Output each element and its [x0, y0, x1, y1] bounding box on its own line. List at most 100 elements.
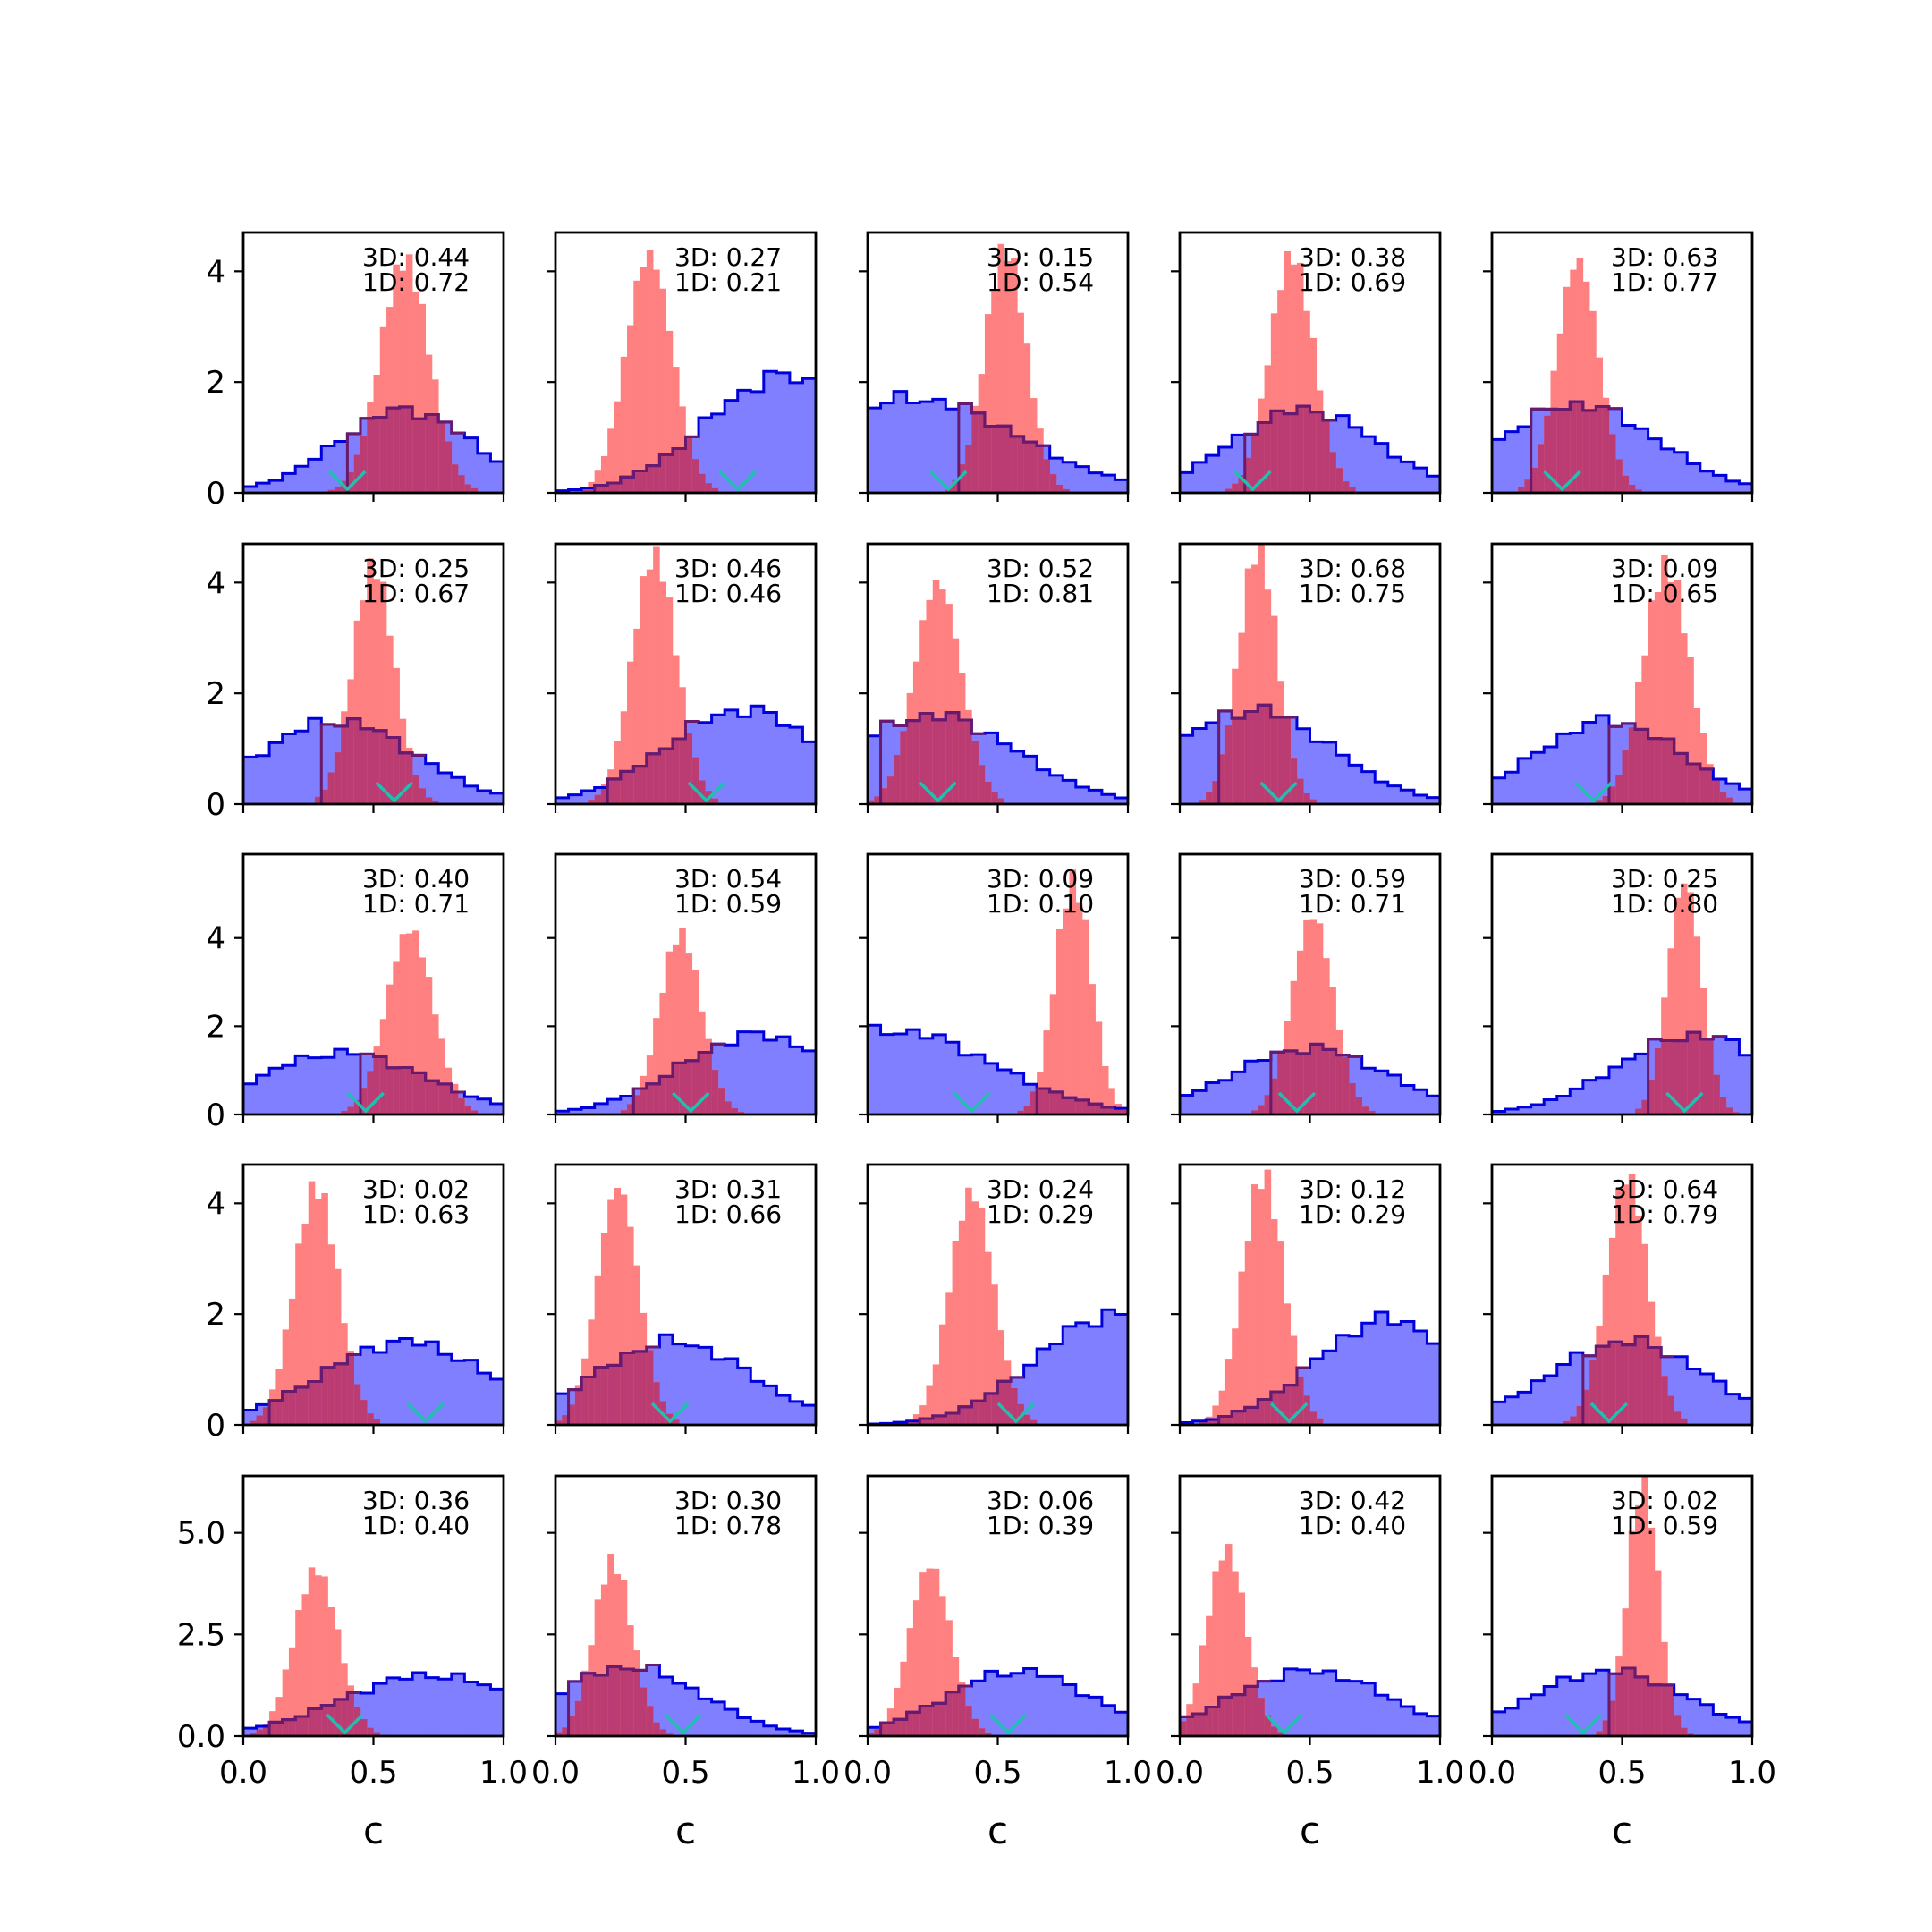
- overlap-bar: [1309, 799, 1318, 804]
- overlap-bar: [1596, 406, 1603, 493]
- marker-v: [928, 470, 968, 492]
- prior-bar: [1713, 1714, 1727, 1736]
- annotation-1d: 1D: 0.69: [1299, 267, 1406, 297]
- overlap-step-line: [918, 1376, 1024, 1425]
- prior-bar: [256, 755, 270, 804]
- posterior-bar: [945, 604, 953, 804]
- overlap-bar: [1270, 716, 1278, 804]
- posterior-bar: [1290, 264, 1298, 493]
- overlap-bar: [1699, 768, 1707, 804]
- overlap-bar: [1654, 1684, 1662, 1736]
- prior-bar: [607, 1099, 622, 1114]
- prior-bar: [477, 453, 491, 493]
- overlap-bar: [1023, 1106, 1031, 1114]
- overlap-bar: [1030, 1091, 1038, 1114]
- overlap-bar: [1335, 468, 1343, 493]
- y-tick-label: 2: [206, 1297, 225, 1333]
- overlap-bar: [1114, 1108, 1123, 1114]
- overlap-bar: [1654, 1048, 1662, 1114]
- annotation-3d: 3D: 0.02: [1611, 1486, 1718, 1515]
- posterior-bar: [1687, 892, 1694, 1114]
- overlap-bar: [1277, 411, 1284, 493]
- overlap-bar: [256, 1415, 264, 1425]
- prior-bar: [1504, 431, 1519, 493]
- posterior-bar: [431, 1014, 439, 1114]
- posterior-bar: [1212, 1571, 1219, 1736]
- posterior-bar: [1648, 1527, 1656, 1736]
- prior-bar: [425, 763, 439, 804]
- prior-bar: [1427, 476, 1440, 493]
- overlap-bar: [315, 796, 322, 804]
- annotation-3d: 3D: 0.52: [987, 554, 1094, 583]
- overlap-bar: [894, 755, 901, 804]
- prior-bar: [1218, 447, 1233, 493]
- annotation-1d: 1D: 0.40: [1299, 1511, 1406, 1540]
- overlap-bar: [1602, 1346, 1610, 1425]
- plot-area: [243, 558, 504, 804]
- overlap-bar: [341, 1699, 348, 1736]
- prior-bar: [1739, 1721, 1752, 1736]
- overlap-bar: [620, 477, 628, 493]
- posterior-bar: [685, 953, 693, 1114]
- overlap-bar: [1284, 1050, 1291, 1114]
- prior-bar: [425, 1342, 439, 1425]
- overlap-bar: [367, 1413, 374, 1425]
- overlap-bar: [971, 1718, 979, 1736]
- overlap-bar: [1290, 758, 1298, 804]
- posterior-bar: [665, 951, 674, 1114]
- overlap-bar: [1055, 484, 1063, 493]
- overlap-step-line: [1607, 1666, 1674, 1736]
- overlap-bar: [965, 1406, 972, 1425]
- overlap-bar: [353, 1099, 361, 1114]
- posterior-bar: [633, 628, 640, 804]
- prior-bar: [1401, 1706, 1415, 1736]
- overlap-bar: [1570, 402, 1577, 493]
- overlap-bar: [1713, 779, 1720, 804]
- prior-bar: [1375, 1071, 1389, 1114]
- overlap-bar: [1244, 1407, 1252, 1425]
- prior-bar: [1206, 1082, 1220, 1114]
- prior-bar: [256, 1075, 270, 1114]
- overlap-bar: [1725, 797, 1733, 804]
- overlap-bar: [906, 1712, 914, 1736]
- prior-bar: [1011, 750, 1025, 804]
- prior-bar: [1114, 797, 1128, 804]
- posterior-bar: [659, 992, 666, 1114]
- posterior-bar: [945, 1292, 953, 1425]
- overlap-bar: [984, 1732, 992, 1736]
- overlap-bar: [1206, 1419, 1213, 1425]
- overlap-bar: [1329, 452, 1336, 493]
- prior-bar: [581, 1107, 596, 1114]
- prior-bar: [1687, 463, 1701, 493]
- overlap-bar: [633, 1351, 640, 1425]
- marker-v: [1665, 1091, 1704, 1114]
- x-tick-label: 0.0: [219, 1755, 267, 1791]
- overlap-bar: [1648, 1684, 1656, 1736]
- prior-bar: [399, 1679, 413, 1736]
- overlap-bar: [1622, 1668, 1630, 1736]
- prior-bar: [321, 445, 335, 493]
- prior-bar: [1049, 1676, 1063, 1736]
- posterior-bar: [1648, 600, 1656, 804]
- overlap-bar: [588, 487, 595, 493]
- annotation-1d: 1D: 0.75: [1299, 579, 1406, 608]
- overlap-bar: [900, 1719, 907, 1736]
- marker-v: [1265, 1713, 1303, 1735]
- annotation-3d: 3D: 0.38: [1299, 242, 1406, 272]
- marker-v: [375, 781, 414, 803]
- overlap-bar: [653, 465, 660, 493]
- overlap-bar: [1270, 1726, 1278, 1736]
- annotation-1d: 1D: 0.66: [674, 1199, 782, 1229]
- plot-area: [555, 250, 816, 493]
- y-tick-label: 2: [206, 676, 225, 712]
- prior-bar: [568, 489, 582, 493]
- overlap-bar: [978, 412, 986, 493]
- overlap-bar: [1667, 1684, 1674, 1736]
- prior-bar: [880, 402, 894, 493]
- posterior-bar: [353, 620, 361, 804]
- posterior-bar: [393, 667, 400, 804]
- overlap-bar: [1615, 459, 1623, 493]
- prior-bar: [1037, 769, 1051, 804]
- overlap-step-line: [957, 402, 1050, 493]
